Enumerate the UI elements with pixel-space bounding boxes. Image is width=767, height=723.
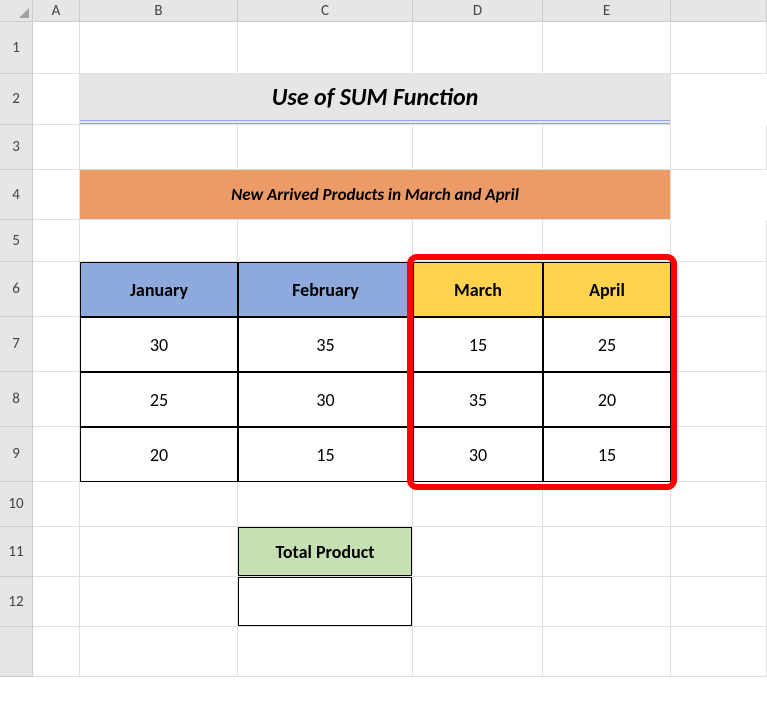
cell-D3[interactable] — [413, 125, 543, 170]
cell-c51[interactable] — [671, 22, 767, 74]
cell-Ar12[interactable] — [33, 627, 80, 677]
cell-c512[interactable] — [671, 577, 767, 627]
cell-B11[interactable] — [80, 527, 238, 577]
cell-D5[interactable] — [413, 220, 543, 262]
worksheet-area: Use of SUM Function New Arrived Products … — [33, 22, 767, 723]
table-cell[interactable]: 25 — [80, 372, 238, 427]
table-cell[interactable]: 30 — [238, 372, 413, 427]
cell-A7[interactable] — [33, 317, 80, 372]
total-product-label: Total Product — [238, 527, 412, 576]
cell-A10[interactable] — [33, 482, 80, 527]
cell-A5[interactable] — [33, 220, 80, 262]
cell-c510[interactable] — [671, 482, 767, 527]
cell-E12[interactable] — [543, 577, 671, 627]
cell-D12[interactable] — [413, 577, 543, 627]
cell-E1[interactable] — [543, 22, 671, 74]
cell-A4[interactable] — [33, 170, 80, 220]
table-cell[interactable]: 30 — [413, 427, 543, 482]
row-header-11[interactable]: 11 — [0, 527, 32, 577]
col-header-A[interactable]: A — [33, 0, 80, 21]
cell-B1[interactable] — [80, 22, 238, 74]
row-header-blank[interactable] — [0, 627, 32, 677]
cell-c57[interactable] — [671, 317, 767, 372]
cell-B5[interactable] — [80, 220, 238, 262]
row-header-3[interactable]: 3 — [0, 125, 32, 170]
cell-A9[interactable] — [33, 427, 80, 482]
row-headers: 123456789101112 — [0, 22, 33, 677]
cell-A2[interactable] — [33, 74, 80, 125]
row-header-2[interactable]: 2 — [0, 74, 32, 125]
cell-B4[interactable]: New Arrived Products in March and April — [80, 170, 671, 220]
row-header-12[interactable]: 12 — [0, 577, 32, 627]
cell-C1[interactable] — [238, 22, 413, 74]
cell-B2[interactable]: Use of SUM Function — [80, 74, 671, 125]
table-cell[interactable]: 25 — [543, 317, 671, 372]
cell-A11[interactable] — [33, 527, 80, 577]
col-header-E[interactable]: E — [543, 0, 671, 21]
cell-Dr12[interactable] — [413, 627, 543, 677]
col-header-C[interactable]: C — [238, 0, 413, 21]
col-header-D[interactable]: D — [413, 0, 543, 21]
cell-A6[interactable] — [33, 262, 80, 317]
cell-E10[interactable] — [543, 482, 671, 527]
cell-Er12[interactable] — [543, 627, 671, 677]
cell-C10[interactable] — [238, 482, 413, 527]
cell-D11[interactable] — [413, 527, 543, 577]
cell-E11[interactable] — [543, 527, 671, 577]
cell-C3[interactable] — [238, 125, 413, 170]
cell-c55[interactable] — [671, 220, 767, 262]
table-header-april[interactable]: April — [543, 262, 671, 317]
cell-B12[interactable] — [80, 577, 238, 627]
table-cell[interactable]: 15 — [238, 427, 413, 482]
table-header-march[interactable]: March — [413, 262, 543, 317]
cell-B3[interactable] — [80, 125, 238, 170]
cell-B10[interactable] — [80, 482, 238, 527]
row-header-6[interactable]: 6 — [0, 262, 32, 317]
table-cell[interactable]: 15 — [543, 427, 671, 482]
col-header-blank[interactable] — [671, 0, 767, 21]
row-header-8[interactable]: 8 — [0, 372, 32, 427]
cell-E3[interactable] — [543, 125, 671, 170]
cell-A8[interactable] — [33, 372, 80, 427]
table-cell[interactable]: 15 — [413, 317, 543, 372]
row-header-9[interactable]: 9 — [0, 427, 32, 482]
select-all-corner[interactable] — [0, 0, 33, 22]
cell-Br12[interactable] — [80, 627, 238, 677]
cell-c59[interactable] — [671, 427, 767, 482]
table-cell[interactable]: 20 — [543, 372, 671, 427]
table-header-february[interactable]: February — [238, 262, 413, 317]
cell-D1[interactable] — [413, 22, 543, 74]
cell-c511[interactable] — [671, 527, 767, 577]
col-header-B[interactable]: B — [80, 0, 238, 21]
cell-A1[interactable] — [33, 22, 80, 74]
cell-E5[interactable] — [543, 220, 671, 262]
row-header-5[interactable]: 5 — [0, 220, 32, 262]
cell-c53[interactable] — [671, 125, 767, 170]
table-cell[interactable]: 35 — [238, 317, 413, 372]
row-header-7[interactable]: 7 — [0, 317, 32, 372]
cell-C11[interactable]: Total Product — [238, 527, 413, 577]
cell-Cr12[interactable] — [238, 627, 413, 677]
table-header-january[interactable]: January — [80, 262, 238, 317]
sub-banner: New Arrived Products in March and April — [80, 170, 670, 219]
title-banner: Use of SUM Function — [80, 74, 670, 124]
cell-A3[interactable] — [33, 125, 80, 170]
table-cell[interactable]: 30 — [80, 317, 238, 372]
cell-c5r12[interactable] — [671, 627, 767, 677]
cell-c56[interactable] — [671, 262, 767, 317]
column-headers: ABCDE — [33, 0, 767, 22]
row-header-1[interactable]: 1 — [0, 22, 32, 74]
cell-C5[interactable] — [238, 220, 413, 262]
row-header-10[interactable]: 10 — [0, 482, 32, 527]
row-header-4[interactable]: 4 — [0, 170, 32, 220]
table-cell[interactable]: 20 — [80, 427, 238, 482]
total-product-value[interactable] — [238, 577, 412, 626]
cell-c58[interactable] — [671, 372, 767, 427]
cell-D10[interactable] — [413, 482, 543, 527]
cell-C12[interactable] — [238, 577, 413, 627]
cell-A12[interactable] — [33, 577, 80, 627]
table-cell[interactable]: 35 — [413, 372, 543, 427]
